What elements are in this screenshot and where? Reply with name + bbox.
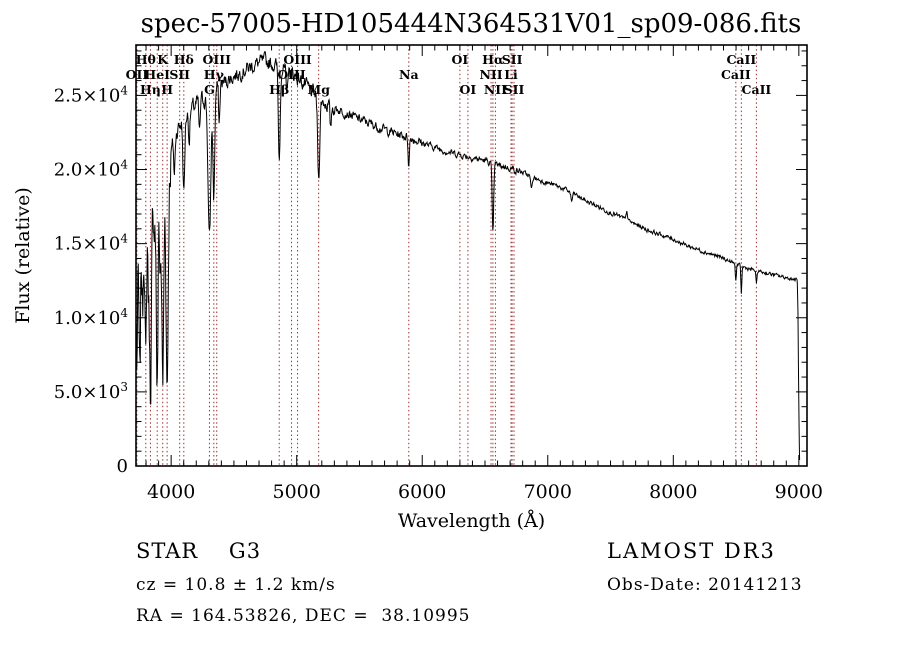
spectral-line-label: Hθ [136, 52, 156, 67]
spectral-line-label: SII [504, 82, 525, 97]
obs-date-text: Obs-Date: 20141213 [607, 575, 803, 595]
x-axis-title: Wavelength (Å) [398, 510, 545, 532]
y-tick-label: 5.0×103 [54, 380, 128, 403]
spectral-line-label: H [161, 82, 173, 97]
spectral-line-label: NII [479, 67, 502, 82]
spectral-line-label: G [204, 82, 215, 97]
x-tick-label: 6000 [398, 481, 446, 503]
spectral-line-label: CaII [721, 67, 751, 82]
spectral-line-label: OIII [283, 52, 312, 67]
spectral-line-label: OIII [203, 52, 232, 67]
spectrum-line [135, 50, 801, 461]
y-axis-title: Flux (relative) [12, 187, 34, 324]
spectral-line-label: OI [452, 52, 469, 67]
spectral-line-label: NII [484, 82, 507, 97]
spectral-line-label: CaII [726, 52, 756, 67]
x-tick-label: 7000 [524, 481, 572, 503]
spectral-line-label: Hη [140, 82, 161, 97]
spectral-line-label: Hβ [269, 82, 289, 97]
x-tick-label: 4000 [147, 481, 195, 503]
spectral-line-label: HeI [144, 67, 170, 82]
spectral-line-label: SII [502, 52, 523, 67]
radial-velocity-text: cz = 10.8 ± 1.2 km/s [136, 575, 336, 595]
spectral-line-label: OII [126, 67, 149, 82]
survey-release-text: LAMOST DR3 [607, 539, 776, 563]
object-class-text: STAR G3 [136, 539, 262, 563]
spectral-line-label: Hδ [174, 52, 194, 67]
spectral-line-label: OI [460, 82, 477, 97]
spectral-line-label: SII [169, 67, 190, 82]
spectral-line-label: Na [399, 67, 419, 82]
plot-frame [135, 44, 808, 467]
spectral-line-label: K [157, 52, 169, 67]
coordinates-text: RA = 164.53826, DEC = 38.10995 [136, 606, 471, 626]
plot-title: spec-57005-HD105444N364531V01_sp09-086.f… [140, 9, 802, 39]
spectral-line-label: Li [504, 67, 518, 82]
y-tick-label: 2.0×104 [54, 158, 129, 181]
spectral-line-label: Hα [482, 52, 504, 67]
y-tick-label: 1.0×104 [54, 306, 129, 329]
x-tick-label: 5000 [273, 481, 321, 503]
y-tick-label: 1.5×104 [54, 232, 129, 255]
y-tick-label: 2.5×104 [54, 83, 129, 106]
spectral-line-label: CaII [742, 82, 772, 97]
x-tick-label: 8000 [649, 481, 697, 503]
x-tick-label: 9000 [775, 481, 823, 503]
y-tick-label: 0 [117, 456, 128, 477]
spectral-line-label: Hγ [204, 67, 225, 82]
